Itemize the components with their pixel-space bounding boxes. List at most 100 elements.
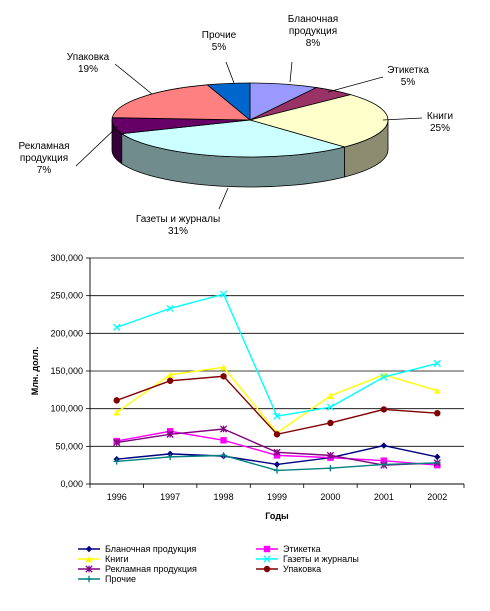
pie-slice-item-5 (111, 84, 252, 121)
series-0-point-6 (434, 453, 441, 461)
pie-category-label-item-4-0: Рекламная (18, 141, 69, 152)
y-tick-label-0: 0,000 (60, 479, 83, 489)
pie-category-label-item-2-0: Книги (427, 111, 453, 122)
pie-leader-item-3 (218, 187, 229, 210)
pie-value-label-item-2: 25% (430, 123, 450, 134)
y-tick-label-1: 50,000 (55, 441, 83, 451)
series-6-point-4 (327, 464, 334, 472)
pie-category-label-item-1-0: Этикетка (387, 65, 429, 76)
legend-marker-1 (263, 545, 271, 553)
series-1-point-2 (220, 437, 227, 444)
legend-marker-4 (85, 565, 93, 573)
series-5-point-2 (220, 373, 227, 380)
pie-value-label-item-1: 5% (401, 77, 416, 88)
x-tick-label-1: 1997 (160, 492, 180, 502)
pie-category-label-item-0-1: продукция (289, 26, 337, 37)
series-line-5 (116, 375, 438, 436)
x-axis-title: Годы (265, 511, 289, 521)
series-1-point-5 (380, 457, 388, 464)
series-3-point-3 (273, 412, 281, 420)
legend-label-3: Газеты и журналы (283, 554, 359, 564)
series-3-point-1 (166, 304, 174, 313)
pie-value-label-item-4: 7% (37, 165, 52, 176)
series-5-point-3 (273, 431, 281, 438)
series-2-point-0 (113, 409, 120, 416)
pie-leader-item-1 (327, 76, 384, 93)
series-5-point-0 (113, 397, 120, 404)
series-6 (113, 452, 441, 474)
legend-label-0: Бланочная продукция (105, 544, 196, 554)
series-6-point-0 (113, 458, 120, 465)
series-6-point-3 (273, 467, 281, 474)
y-axis: 0,000 50,000 100,000 150,000 200,000 250,000 3… (50, 253, 90, 489)
legend-marker-6 (85, 575, 93, 583)
pie-leader-item-6 (225, 61, 235, 84)
legend-label-1: Этикетка (283, 544, 321, 554)
pie-value-label-item-3: 31% (168, 226, 188, 237)
legend-marker-5 (263, 565, 271, 573)
pie-category-label-item-5-0: Упаковка (67, 52, 110, 63)
series-line-2 (116, 366, 438, 434)
series-line-3 (116, 293, 438, 417)
pie-leader-item-4 (75, 125, 119, 167)
series-3 (113, 290, 441, 420)
pie-value-label-item-5: 19% (78, 64, 98, 75)
y-tick-label-5: 250,000 (50, 291, 83, 301)
legend-label-6: Прочие (105, 574, 136, 584)
pie-leader-item-2 (382, 117, 423, 121)
series-5-point-1 (166, 377, 174, 384)
series-4-point-4 (326, 451, 335, 460)
series-5-point-6 (434, 409, 441, 417)
x-tick-label-6: 2002 (427, 492, 447, 502)
series-6-point-2 (220, 452, 227, 459)
series-6-point-1 (166, 453, 174, 461)
x-tick-label-3: 1999 (267, 492, 287, 502)
series-4-point-0 (113, 438, 121, 447)
series-4-point-3 (273, 448, 281, 457)
pie-slice-item-6 (206, 82, 251, 121)
series-5-point-5 (380, 406, 388, 413)
pie-slice-item-3 (120, 119, 347, 158)
y-tick-label-3: 150,000 (50, 366, 83, 376)
pie-value-label-item-0: 8% (306, 38, 321, 49)
series-2-point-6 (434, 387, 441, 394)
series-4-point-2 (219, 425, 228, 433)
pie-category-label-item-4-1: продукция (20, 153, 68, 164)
series-2-point-1 (166, 371, 174, 378)
pie-category-label-item-0-0: Бланочная (288, 14, 338, 25)
y-axis-title: Млн. долл. (30, 347, 40, 396)
series-6-point-6 (434, 459, 441, 467)
legend-marker-2 (85, 555, 93, 563)
pie-chart: Бланочнаяпродукция8%Этикетка5%Книги25%Га… (18, 14, 453, 237)
series-4-point-1 (166, 430, 174, 438)
pie-value-label-item-6: 5% (212, 42, 227, 53)
legend-label-5: Упаковка (283, 564, 321, 574)
pie-category-label-item-3-0: Газеты и журналы (136, 214, 220, 225)
legend-marker-3 (263, 555, 271, 563)
line-chart: 0,000 50,000 100,000 150,000 200,000 250,000 3… (30, 253, 465, 584)
x-tick-label-0: 1996 (107, 492, 127, 502)
pie-slice-item-2 (248, 94, 389, 148)
series-3-point-6 (433, 359, 441, 368)
pie-category-label-item-6-0: Прочие (202, 30, 237, 41)
legend: Бланочная продукция Этикетка Книги Газеты и… (78, 544, 359, 584)
series-group (113, 290, 441, 474)
legend-label-2: Книги (105, 554, 129, 564)
series-5-point-4 (327, 419, 334, 427)
series-6-point-5 (380, 461, 388, 468)
series-0-point-5 (380, 442, 388, 449)
series-3-point-2 (219, 290, 228, 298)
series-5 (113, 373, 441, 438)
series-2-point-4 (327, 392, 334, 400)
legend-label-4: Рекламная продукция (105, 564, 197, 574)
x-tick-label-2: 1998 (214, 492, 234, 502)
y-tick-label-4: 200,000 (50, 328, 83, 338)
x-tick-label-4: 2000 (320, 492, 340, 502)
series-3-point-4 (326, 403, 335, 411)
pie-leader-item-5 (114, 63, 153, 95)
x-axis: 1996 1997 1998 1999 2000 2001 2002 (89, 484, 465, 502)
x-tick-label-5: 2001 (374, 492, 394, 502)
pie-leader-item-0 (289, 61, 293, 83)
series-3-point-5 (380, 373, 388, 381)
